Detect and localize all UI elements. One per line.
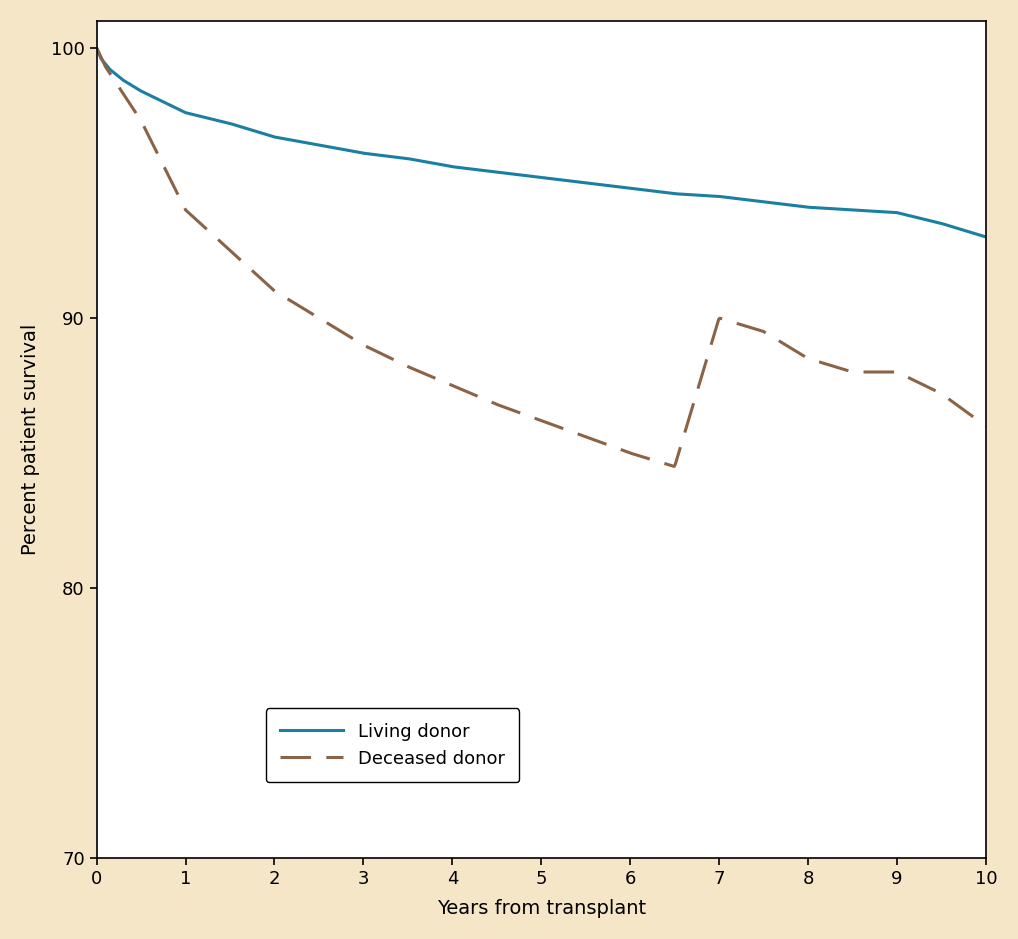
- Y-axis label: Percent patient survival: Percent patient survival: [20, 324, 40, 555]
- Legend: Living donor, Deceased donor: Living donor, Deceased donor: [266, 708, 519, 782]
- X-axis label: Years from transplant: Years from transplant: [437, 900, 645, 918]
